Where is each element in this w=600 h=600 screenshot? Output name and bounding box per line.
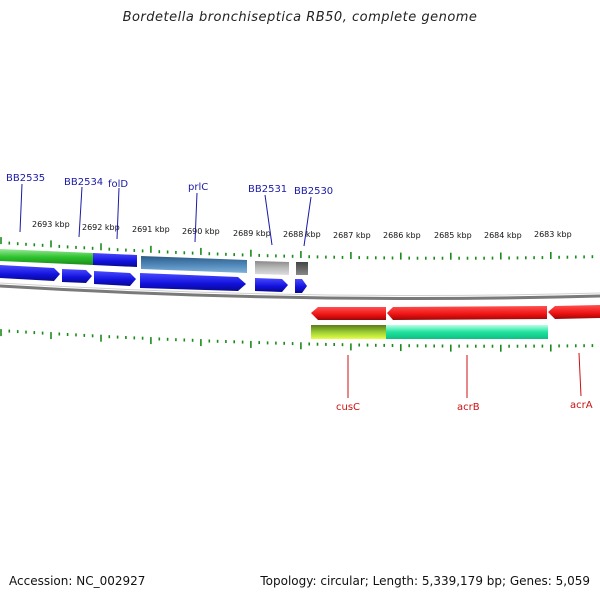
kbp-label: 2686 kbp [383,231,421,240]
accession-text: Accession: NC_002927 [9,574,146,588]
leader-line [19,183,23,233]
feature-bar-blue [93,253,137,267]
tick-row-bottom [0,329,594,352]
kbp-scale-labels: 2693 kbp 2692 kbp 2691 kbp 2690 kbp 2689… [32,220,572,240]
kbp-label: 2689 kbp [233,229,271,238]
kbp-label: 2693 kbp [32,220,70,229]
cds-arrow-fold[interactable] [94,271,136,286]
cds-arrow-bb2531[interactable] [255,278,288,292]
leader-line [264,194,273,246]
cds-arrow-bb2535[interactable] [0,265,60,281]
leader-line [116,187,120,240]
cds-arrow-bb2530[interactable] [295,279,307,293]
cds-arrow-acra[interactable] [548,305,600,319]
feature-bar-teal [386,325,548,339]
leader-line [303,196,312,247]
feature-bar-grey [255,261,289,275]
kbp-label: 2691 kbp [132,225,170,234]
kbp-label: 2692 kbp [82,223,120,232]
top-gene-leaders [19,183,312,247]
feature-bar-dark [296,262,308,275]
feature-track-bottom [311,325,548,339]
feature-bar-olive [311,325,386,339]
gene-label-bb2535[interactable]: BB2535 [6,173,45,184]
kbp-label: 2684 kbp [484,231,522,240]
topology-text: Topology: circular; Length: 5,339,179 bp… [260,574,590,588]
kbp-label: 2690 kbp [182,227,220,236]
leader-line [194,192,198,243]
gene-label-bb2534[interactable]: BB2534 [64,177,103,188]
gene-label-prlc[interactable]: prlC [188,182,208,193]
cds-arrow-acrb[interactable] [387,306,547,320]
gene-label-fold[interactable]: folD [108,179,128,190]
gene-label-acrb[interactable]: acrB [457,402,480,413]
genome-backbone-highlight [0,282,600,296]
feature-track-top [0,249,308,275]
kbp-label: 2688 kbp [283,230,321,239]
bottom-gene-leaders [347,352,582,398]
feature-bar-steel [141,256,247,273]
map-title: Bordetella bronchiseptica RB50, complete… [122,10,478,25]
kbp-label: 2683 kbp [534,230,572,239]
top-gene-labels: BB2535 BB2534 folD prlC BB2531 BB2530 [6,173,333,197]
cds-arrow-prlc[interactable] [140,273,246,291]
gene-label-cusc[interactable]: cusC [336,402,360,413]
tick-row-top [0,237,594,260]
cds-reverse-track [311,305,600,320]
gene-label-bb2531[interactable]: BB2531 [248,184,287,195]
kbp-label: 2685 kbp [434,231,472,240]
leader-line [78,186,83,238]
cds-arrow-bb2534[interactable] [62,269,92,283]
kbp-label: 2687 kbp [333,231,371,240]
feature-bar-green [0,249,93,265]
leader-line [578,352,582,397]
gene-label-acra[interactable]: acrA [570,400,593,411]
cds-forward-track [0,265,307,293]
bottom-gene-labels: cusC acrB acrA [336,400,593,413]
genome-backbone [0,284,600,300]
gene-label-bb2530[interactable]: BB2530 [294,186,333,197]
cds-arrow-cusc[interactable] [311,307,386,320]
